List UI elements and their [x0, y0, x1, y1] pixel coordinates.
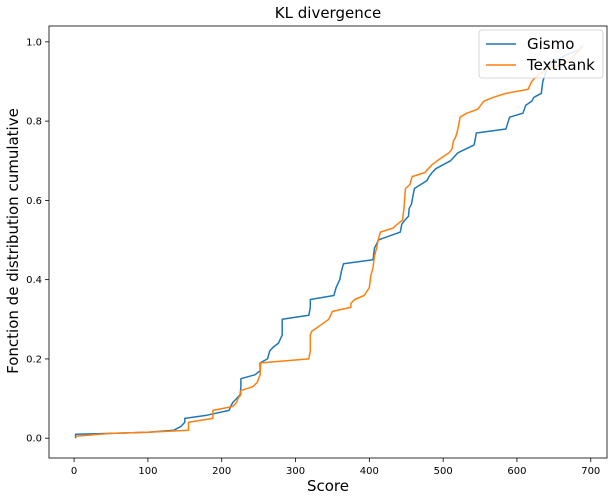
y-tick-label: 0.4: [26, 275, 42, 286]
y-tick-label: 0.0: [26, 434, 42, 445]
plot-area-frame: [48, 25, 608, 459]
x-tick-label: 700: [581, 466, 600, 477]
legend: Gismo TextRank: [478, 29, 604, 79]
x-tick-label: 400: [360, 466, 379, 477]
y-tick-label: 0.6: [26, 196, 42, 207]
series-layer: [74, 45, 584, 439]
legend-label-textrank: TextRank: [526, 56, 595, 74]
x-tick-label: 0: [71, 466, 77, 477]
x-axis-ticks: 0 100 200 300 400 500 600 700: [71, 458, 600, 477]
x-tick-label: 100: [138, 466, 157, 477]
x-axis-label: Score: [307, 477, 349, 495]
legend-label-gismo: Gismo: [527, 35, 574, 53]
y-tick-label: 1.0: [26, 37, 42, 48]
legend-box: [478, 29, 604, 79]
y-axis-label: Fonction de distribution cumulative: [4, 108, 22, 374]
chart-title: KL divergence: [275, 4, 381, 22]
y-tick-label: 0.2: [26, 354, 42, 365]
y-tick-label: 0.8: [26, 117, 42, 128]
series-line-textrank: [75, 45, 584, 437]
x-tick-label: 200: [212, 466, 231, 477]
x-tick-label: 600: [507, 466, 526, 477]
x-tick-label: 500: [434, 466, 453, 477]
series-line-gismo: [74, 45, 583, 439]
x-tick-label: 300: [286, 466, 305, 477]
y-axis-ticks: 0.0 0.2 0.4 0.6 0.8 1.0: [26, 37, 49, 445]
